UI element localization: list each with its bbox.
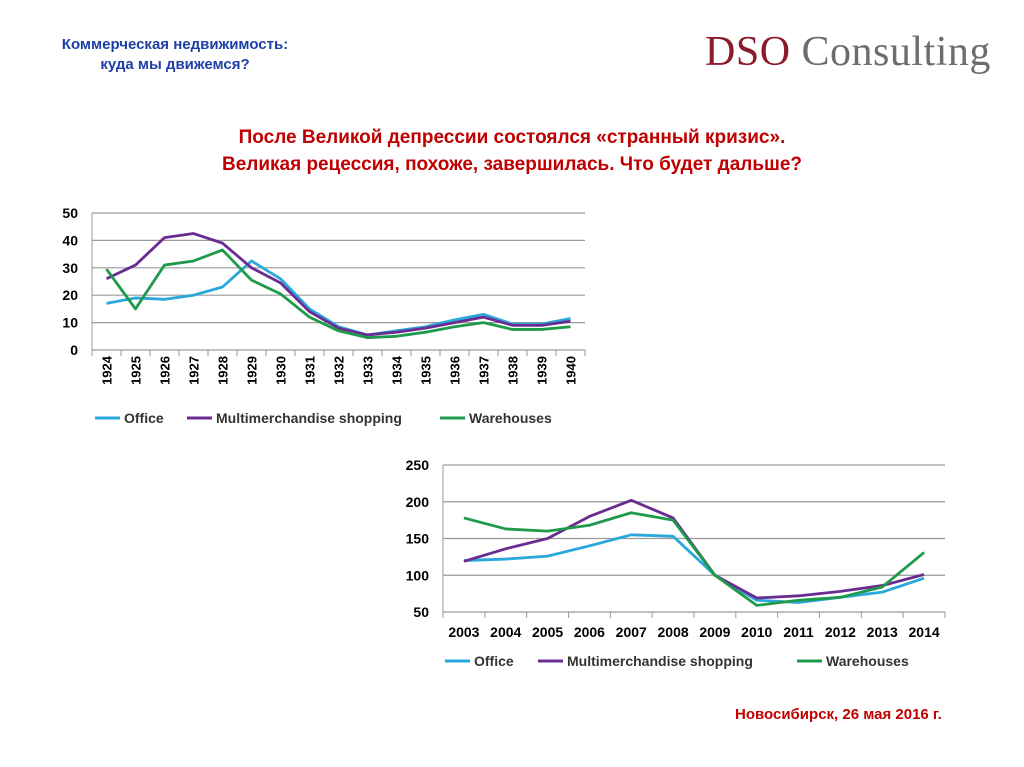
legend-label: Office (474, 653, 514, 669)
x-tick-label: 1936 (448, 356, 463, 385)
subtitle-line: куда мы движемся? (100, 56, 250, 73)
y-tick-label: 100 (406, 567, 430, 583)
subtitle-line: Коммерческая недвижимость: (61, 36, 289, 53)
x-tick-label: 2010 (741, 624, 772, 640)
y-tick-label: 50 (413, 604, 429, 620)
x-tick-label: 1925 (129, 356, 144, 385)
y-tick-label: 200 (406, 494, 430, 510)
series-line-warehouses (105, 248, 571, 340)
y-tick-label: 20 (62, 287, 78, 303)
x-tick-label: 1927 (187, 356, 202, 385)
x-tick-label: 2013 (867, 624, 898, 640)
logo-text: Consulting (801, 29, 991, 75)
legend-label: Office (124, 410, 164, 426)
x-tick-label: 1926 (158, 356, 173, 385)
x-tick-label: 1940 (564, 356, 579, 385)
logo-text: DSO (705, 29, 791, 75)
x-tick-label: 1934 (390, 355, 405, 385)
x-tick-label: 1933 (361, 356, 376, 385)
series-line-warehouses (463, 511, 925, 607)
y-tick-label: 50 (62, 205, 78, 221)
x-tick-label: 2004 (490, 624, 521, 640)
x-tick-label: 1937 (477, 356, 492, 385)
title-line: После Великой депрессии состоялся «стран… (238, 127, 786, 148)
x-tick-label: 2007 (616, 624, 647, 640)
slide-subtitle: Коммерческая недвижимость: куда мы движем… (30, 35, 320, 75)
series-line-office (106, 259, 571, 337)
y-tick-label: 40 (62, 232, 78, 248)
x-tick-label: 1938 (506, 356, 521, 385)
x-tick-label: 1939 (535, 356, 550, 385)
y-tick-label: 0 (70, 342, 78, 358)
x-tick-label: 2008 (658, 624, 689, 640)
title-line: Великая рецессия, похоже, завершилась. Ч… (221, 154, 803, 175)
x-tick-label: 1928 (216, 356, 231, 385)
y-tick-label: 150 (406, 531, 430, 547)
x-tick-label: 1930 (274, 356, 289, 385)
slide-title: После Великой депрессии состоялся «стран… (100, 124, 924, 178)
y-tick-label: 250 (406, 457, 430, 473)
y-tick-label: 30 (62, 260, 78, 276)
x-tick-label: 2014 (909, 624, 940, 640)
x-tick-label: 1924 (100, 355, 115, 385)
legend-label: Warehouses (469, 410, 552, 426)
x-tick-label: 2009 (699, 624, 730, 640)
x-tick-label: 1931 (303, 356, 318, 385)
footer-location-date: Новосибирск, 26 мая 2016 г. (735, 706, 942, 723)
y-tick-label: 10 (62, 315, 78, 331)
x-tick-label: 2011 (783, 624, 814, 640)
series-line-multimerchandise-shopping (105, 232, 571, 337)
legend-label: Warehouses (826, 653, 909, 669)
x-tick-label: 1932 (332, 356, 347, 385)
dso-logo: DSO Consulting (705, 28, 991, 76)
legend-label: Multimerchandise shopping (216, 410, 402, 426)
x-tick-label: 2003 (448, 624, 479, 640)
legend-label: Multimerchandise shopping (567, 653, 753, 669)
x-tick-label: 2006 (574, 624, 605, 640)
x-tick-label: 2012 (825, 624, 856, 640)
x-tick-label: 1929 (245, 356, 260, 385)
x-tick-label: 1935 (419, 356, 434, 385)
x-tick-label: 2005 (532, 624, 563, 640)
